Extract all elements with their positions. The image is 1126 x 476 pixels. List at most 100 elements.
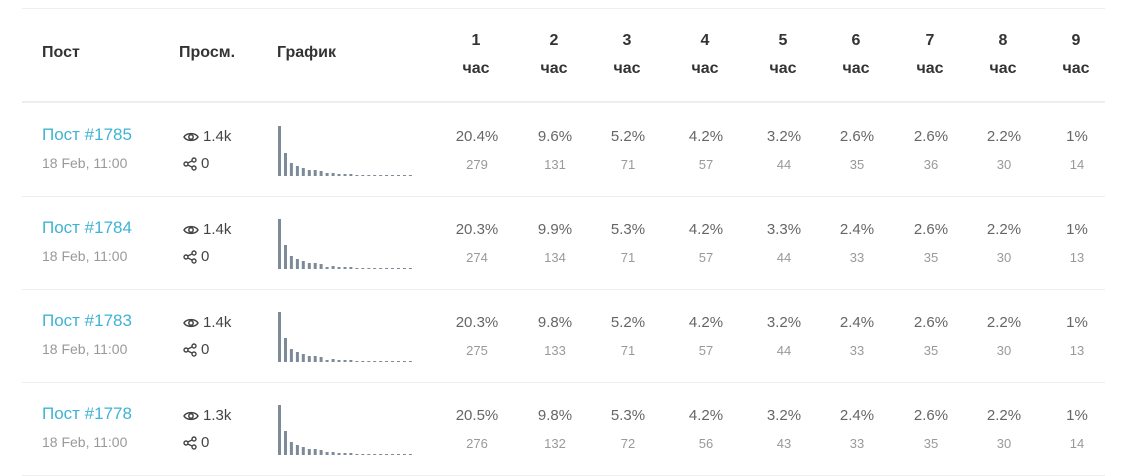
hour-percent: 9.6% [537,128,573,145]
hour-count: 56 [698,436,714,451]
sparkline-bar [343,174,347,176]
hour-count: 57 [698,157,714,172]
sparkline-bar [301,447,305,455]
hour-percent: 4.2% [688,221,724,238]
sparkline-bar [385,454,389,455]
hour-cell: 2.6% 36 [901,103,961,196]
hour-cell: 5.2% 71 [598,289,658,382]
hour-cell: 2.2% 30 [974,103,1034,196]
header-hour-5[interactable]: 5 час [758,27,808,83]
hour-count: 276 [466,436,488,451]
sparkline-bar [403,268,406,269]
hour-unit: час [540,60,568,77]
sparkline-bar [307,356,311,362]
hour-count: 71 [620,343,636,358]
hour-number: 2 [549,32,559,49]
header-views[interactable]: Просм. [179,44,236,61]
sparkline-bar [397,175,400,176]
hour-cell: 5.2% 71 [598,103,658,196]
sparkline-bar [361,268,365,269]
hour-percent: 9.8% [537,314,573,331]
hour-cell: 2.6% 35 [901,196,961,289]
sparkline-bar [361,361,365,362]
sparkline-bar [408,175,412,176]
sparkline-chart [278,312,412,362]
hour-cell: 1% 14 [1047,382,1107,475]
eye-icon [183,317,203,329]
hour-cell: 4.2% 57 [676,103,736,196]
hour-cell: 9.9% 134 [525,196,585,289]
sparkline-bar [319,357,323,362]
table-header: Пост Просм. График 1 час 2 час 3 час 4 час 5… [22,9,1105,103]
sparkline-bar [379,361,383,362]
sparkline-bar [319,450,323,455]
post-link[interactable]: Пост #1785 [42,125,132,144]
hour-cell: 5.3% 71 [598,196,658,289]
sparkline-bar [385,268,389,269]
hour-count: 43 [776,436,792,451]
header-hour-9[interactable]: 9 час [1051,27,1101,83]
post-link[interactable]: Пост #1783 [42,311,132,330]
header-post[interactable]: Пост [42,44,80,61]
header-hour-3[interactable]: 3 час [602,27,652,83]
header-hour-6[interactable]: 6 час [831,27,881,83]
hour-unit: час [842,60,870,77]
hour-percent: 2.2% [986,407,1022,424]
hour-number: 5 [778,32,788,49]
hour-count: 35 [923,343,939,358]
post-date: 18 Feb, 11:00 [42,155,128,171]
hour-percent: 4.2% [688,128,724,145]
post-link[interactable]: Пост #1784 [42,218,132,237]
sparkline-chart [278,219,412,269]
hour-count: 44 [776,157,792,172]
sparkline-bar [379,268,383,269]
sparkline-bar [289,163,293,176]
hour-count: 13 [1069,343,1085,358]
post-date: 18 Feb, 11:00 [42,341,128,357]
sparkline-bar [295,352,299,362]
hour-cell: 4.2% 56 [676,382,736,475]
shares-count: 0 [201,434,210,451]
sparkline-bar [278,219,281,269]
header-hour-8[interactable]: 8 час [978,27,1028,83]
hour-percent: 2.4% [839,314,875,331]
hour-percent: 2.6% [913,128,949,145]
hour-percent: 2.6% [913,221,949,238]
hour-cell: 2.2% 30 [974,289,1034,382]
sparkline-bar [373,361,377,362]
views-stat: 1.4k [183,128,231,145]
hour-count: 279 [466,157,488,172]
sparkline-bar [343,360,347,362]
hour-count: 36 [923,157,939,172]
sparkline-bar [284,245,287,269]
header-graph: График [277,44,336,61]
sparkline-bar [289,349,293,362]
sparkline-bar [284,431,287,455]
sparkline-bar [379,175,383,176]
hour-percent: 20.5% [455,407,499,424]
hour-unit: час [916,60,944,77]
hour-cell: 3.3% 44 [754,196,814,289]
sparkline-bar [367,268,371,269]
sparkline-bar [325,452,329,455]
sparkline-bar [337,360,341,362]
hour-count: 71 [620,250,636,265]
hour-count: 35 [923,436,939,451]
post-link[interactable]: Пост #1778 [42,404,132,423]
share-icon [183,249,201,264]
hour-cell: 2.6% 35 [901,289,961,382]
sparkline-bar [391,268,394,269]
sparkline-bar [408,268,412,269]
header-hour-4[interactable]: 4 час [680,27,730,83]
header-hour-1[interactable]: 1 час [451,27,501,83]
hour-cell: 2.2% 30 [974,196,1034,289]
header-hour-2[interactable]: 2 час [529,27,579,83]
hour-cell: 3.2% 44 [754,289,814,382]
hour-number: 3 [622,32,632,49]
views-stat: 1.4k [183,314,231,331]
hour-count: 14 [1069,157,1085,172]
hour-cell: 3.2% 44 [754,103,814,196]
hour-count: 72 [620,436,636,451]
header-hour-7[interactable]: 7 час [905,27,955,83]
sparkline-bar [325,267,329,269]
